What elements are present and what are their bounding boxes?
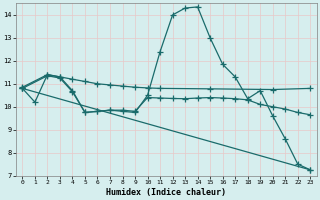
X-axis label: Humidex (Indice chaleur): Humidex (Indice chaleur) xyxy=(106,188,226,197)
